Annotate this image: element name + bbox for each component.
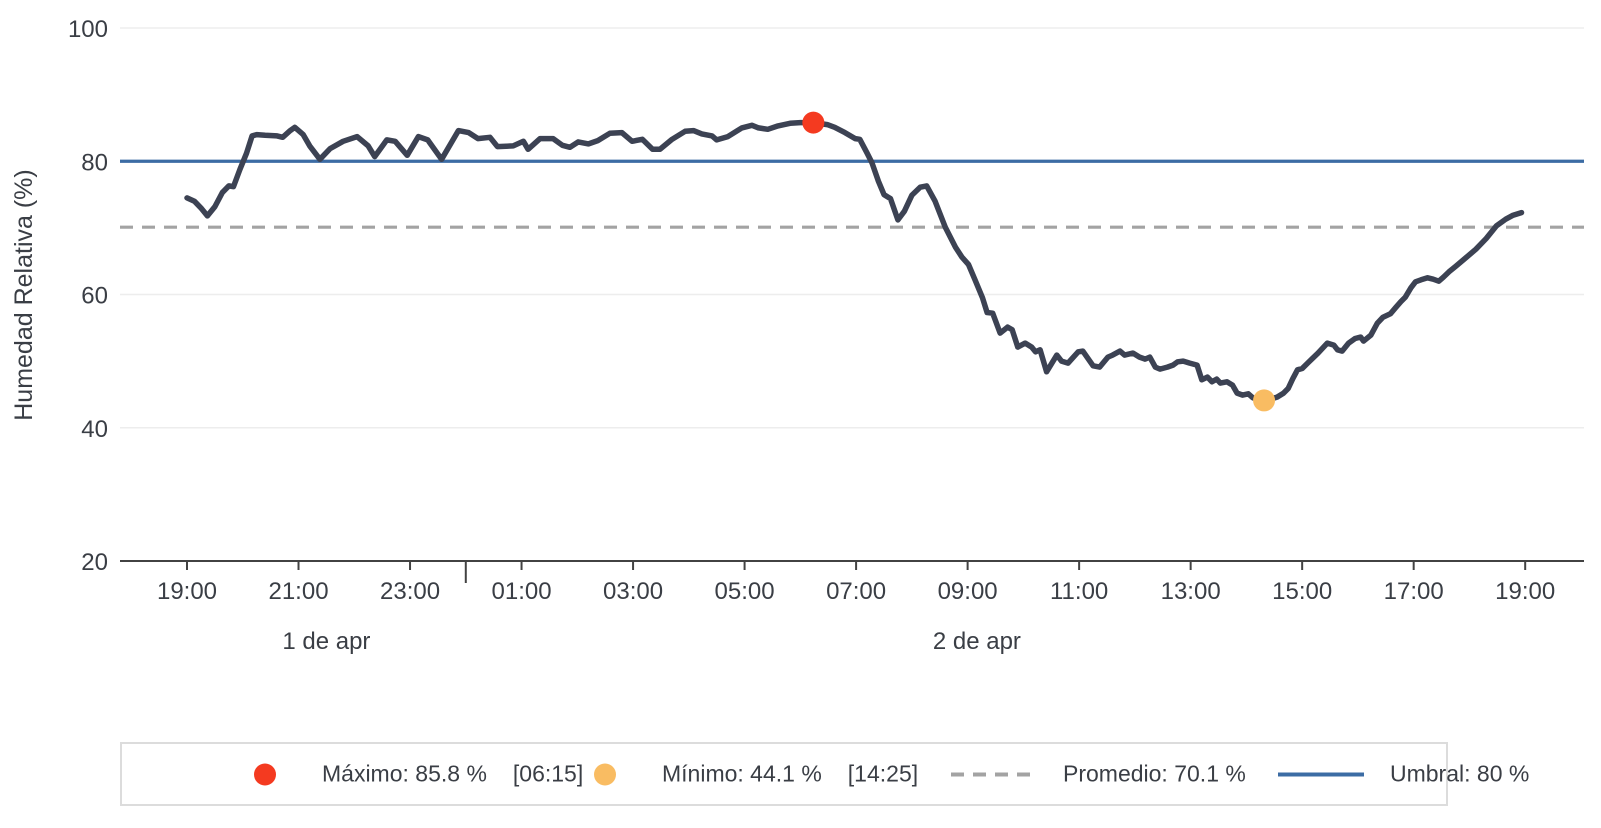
humidity-series-line xyxy=(184,119,1525,404)
min-marker-icon xyxy=(594,763,616,785)
x-tick-label: 11:00 xyxy=(1050,578,1108,605)
y-axis-title: Humedad Relativa (%) xyxy=(10,169,38,421)
extrema-markers xyxy=(802,111,1276,412)
y-tick-label-100: 100 xyxy=(68,16,108,43)
min-point-marker xyxy=(1253,389,1276,412)
legend-item-average: Promedio: 70.1 % xyxy=(951,761,1246,788)
x-tick-label: 07:00 xyxy=(826,578,886,605)
y-tick-label-20: 20 xyxy=(81,549,108,576)
legend-item-min: Mínimo: 44.1 % [14:25] xyxy=(594,761,918,788)
humidity-line-chart: 20 40 60 80 100 19:00 21:00 23:00 01:00 03:00 05:… xyxy=(10,16,1584,655)
legend-item-threshold: Umbral: 80 % xyxy=(1278,761,1529,788)
x-tick-label: 09:00 xyxy=(938,578,998,605)
legend-max-time: [06:15] xyxy=(512,760,584,787)
x-tick-label: 15:00 xyxy=(1272,578,1332,605)
x-tick-label: 03:00 xyxy=(603,578,663,605)
legend-min-label: Mínimo: 44.1 % xyxy=(662,760,822,787)
chart-legend: Máximo: 85.8 % [06:15] Mínimo: 44.1 % [1… xyxy=(120,742,1529,806)
legend-threshold-label: Umbral: 80 % xyxy=(1390,760,1530,787)
x-tick-label: 05:00 xyxy=(715,578,775,605)
x-tick-label: 19:00 xyxy=(1495,578,1555,605)
x-tick-label: 13:00 xyxy=(1161,578,1221,605)
legend-min-time: [14:25] xyxy=(847,760,919,787)
day-label: 1 de apr xyxy=(282,628,370,655)
solid-line-icon xyxy=(1278,772,1364,776)
legend-max-label: Máximo: 85.8 % xyxy=(322,760,487,787)
x-tick-label: 01:00 xyxy=(492,578,552,605)
x-axis: 19:00 21:00 23:00 01:00 03:00 05:00 07:00 09:00… xyxy=(120,560,1584,605)
x-tick-label: 17:00 xyxy=(1384,578,1444,605)
legend-item-max: Máximo: 85.8 % [06:15] xyxy=(254,761,583,788)
day-label: 2 de apr xyxy=(933,628,1021,655)
y-tick-label-80: 80 xyxy=(81,149,108,176)
x-tick-label: 23:00 xyxy=(380,578,440,605)
x-tick-label: 21:00 xyxy=(268,578,328,605)
max-point-marker xyxy=(802,111,825,134)
x-axis-day-labels: 1 de apr 2 de apr xyxy=(282,628,1021,655)
y-axis-tick-labels: 20 40 60 80 100 xyxy=(68,16,108,576)
dashed-line-icon xyxy=(951,772,1037,776)
max-marker-icon xyxy=(254,763,276,785)
humidity-polyline xyxy=(184,119,1525,404)
x-tick-label: 19:00 xyxy=(157,578,217,605)
y-tick-label-40: 40 xyxy=(81,416,108,443)
y-tick-label-60: 60 xyxy=(81,283,108,310)
legend-average-label: Promedio: 70.1 % xyxy=(1063,760,1246,787)
